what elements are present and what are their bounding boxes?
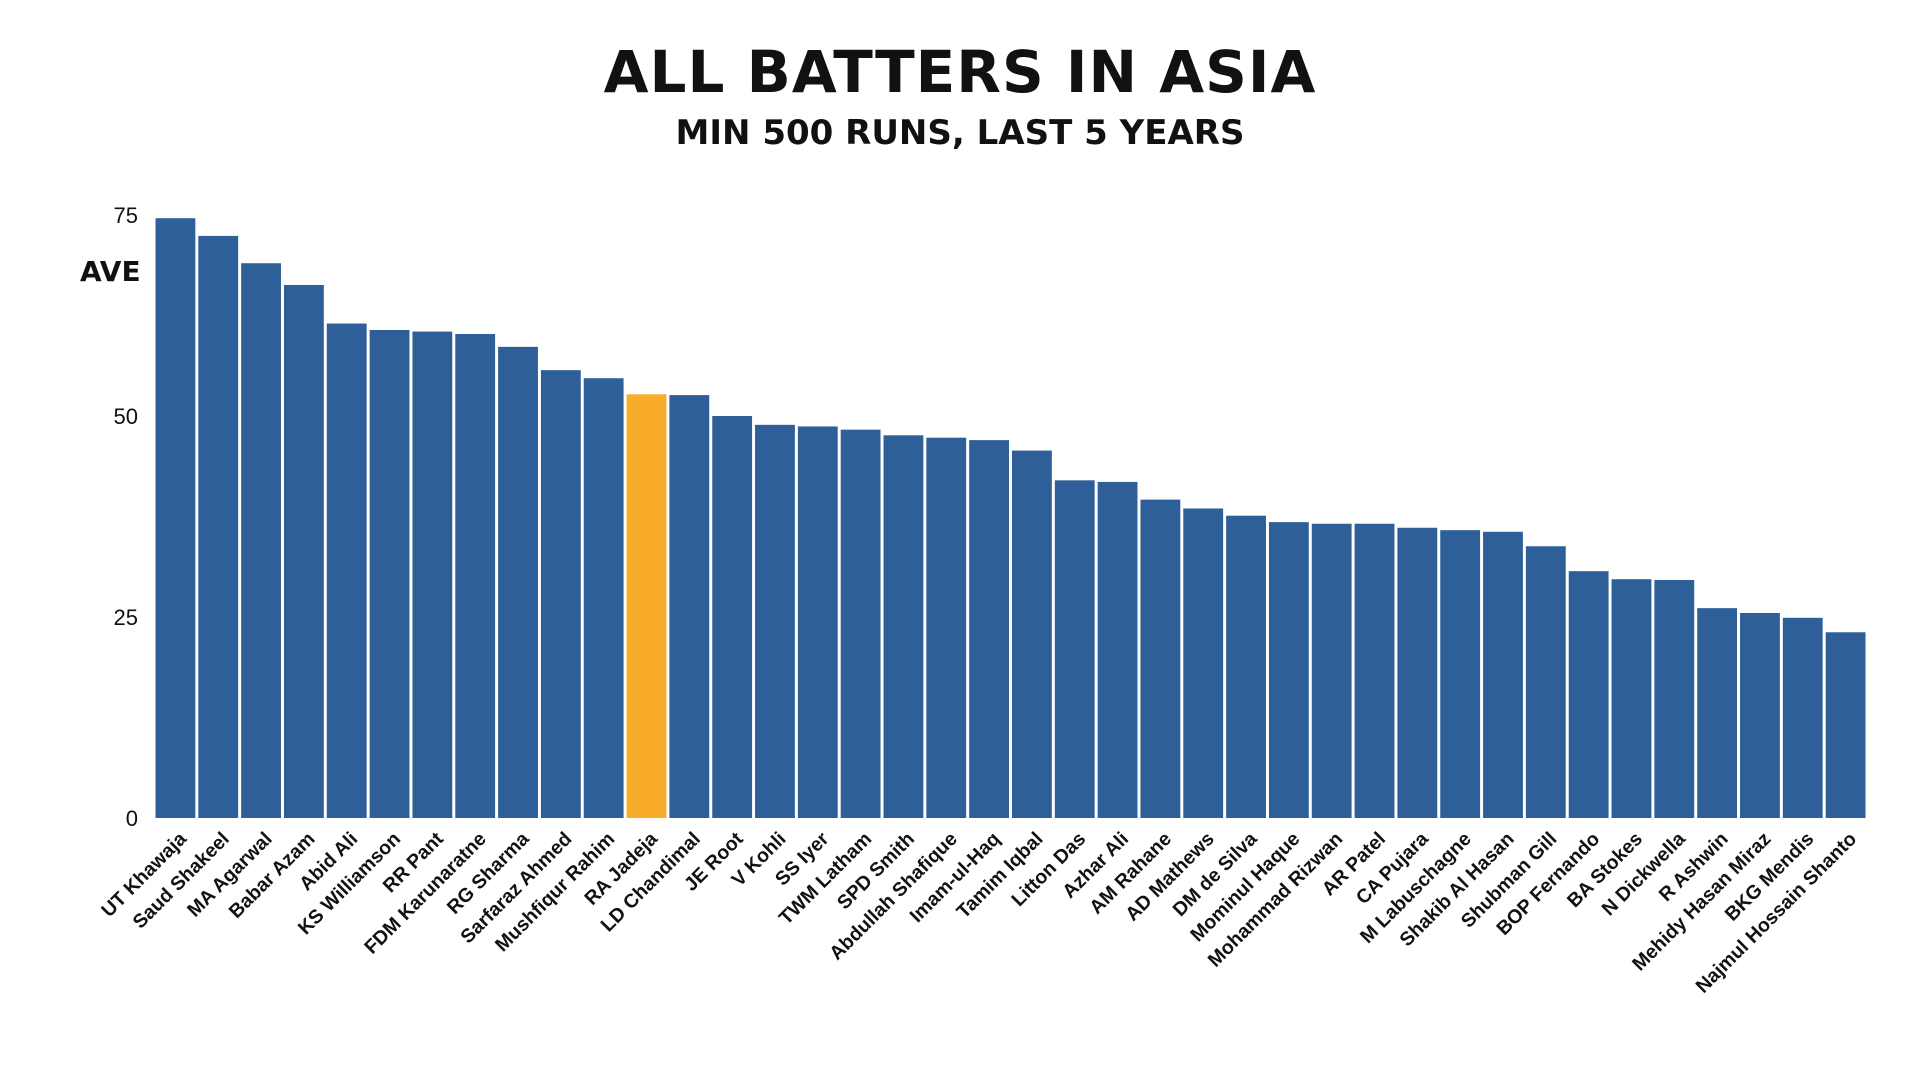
- bar: [1226, 515, 1266, 818]
- bar: [583, 378, 624, 818]
- bar: [540, 370, 581, 818]
- bar: [369, 329, 410, 818]
- bar: [797, 426, 838, 818]
- bar: [712, 416, 753, 818]
- bar: [1611, 579, 1652, 818]
- bar: [1097, 481, 1138, 818]
- bar: [455, 333, 496, 818]
- bar: [1012, 450, 1052, 818]
- bar: [241, 263, 281, 818]
- bar: [883, 435, 924, 818]
- bar: [1140, 499, 1181, 818]
- bar: [1740, 612, 1780, 818]
- bar: [1268, 522, 1309, 818]
- y-axis-label: AVE: [80, 255, 141, 288]
- y-tick-label: 0: [126, 806, 138, 831]
- bar: [1568, 571, 1609, 818]
- chart-subtitle: MIN 500 RUNS, LAST 5 YEARS: [675, 113, 1245, 153]
- bars: [155, 218, 1866, 819]
- bar: [198, 235, 239, 818]
- y-axis-ticks: 0 25 50 75: [114, 203, 138, 831]
- bar: [1525, 546, 1566, 818]
- bar: [1440, 530, 1481, 818]
- bar: [326, 323, 367, 818]
- bar: [1311, 523, 1352, 818]
- bar: [498, 346, 538, 818]
- bar: [155, 218, 196, 819]
- chart-title: ALL BATTERS IN ASIA: [603, 38, 1317, 106]
- bar: [626, 394, 667, 818]
- bar: [840, 429, 881, 818]
- y-tick-label: 25: [114, 605, 138, 630]
- bar: [412, 331, 453, 818]
- bar: [1054, 480, 1095, 818]
- bar: [1183, 508, 1224, 818]
- bar: [926, 437, 967, 818]
- y-tick-label: 50: [114, 404, 138, 429]
- bar: [669, 395, 710, 818]
- bar: [1483, 531, 1523, 818]
- bar: [969, 440, 1010, 818]
- bar: [1697, 608, 1738, 818]
- bar: [283, 284, 324, 818]
- bar: [1354, 523, 1395, 818]
- bar: [1825, 632, 1866, 818]
- bar: [1654, 580, 1695, 818]
- bar: [755, 424, 795, 818]
- y-tick-label: 75: [114, 203, 138, 228]
- bar: [1397, 527, 1438, 818]
- bar: [1782, 617, 1823, 818]
